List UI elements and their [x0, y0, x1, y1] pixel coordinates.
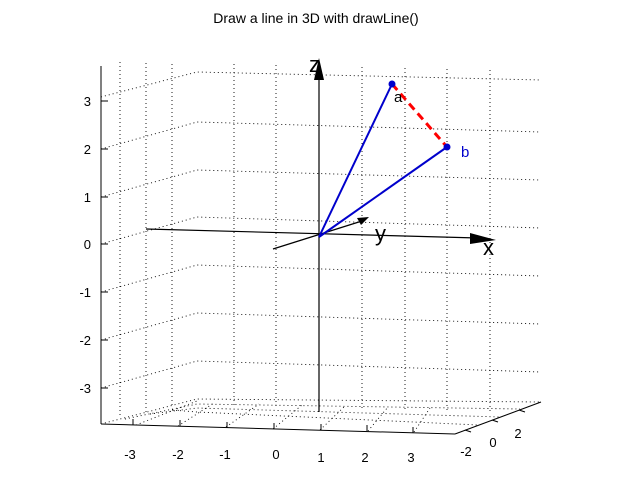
z-tick-label: -3: [79, 381, 91, 396]
x-tick-label: -2: [172, 447, 184, 462]
grid-z-1: [100, 169, 542, 198]
grid-floor-3: [149, 407, 501, 418]
y-tick-label: 0: [489, 435, 496, 450]
vector-origin-to-a: [318, 83, 393, 238]
z-tick-label: 1: [84, 190, 91, 205]
segment-a-to-b: [390, 83, 449, 148]
x-tick-label: 3: [407, 450, 414, 465]
x-axis-arrowhead: [470, 233, 496, 244]
x-ticks: -3 -2 -1 0 1 2 3: [124, 419, 415, 465]
point-b-marker: [443, 143, 451, 151]
y-ticks: -2 0 2: [460, 409, 526, 459]
grid-z-m2: [100, 312, 542, 341]
z-tick-label: 0: [84, 237, 91, 252]
y-tick-mark: [518, 409, 526, 413]
z-ticks: 3 2 1 0 -1 -2 -3: [79, 94, 108, 396]
y-tick-label: 2: [514, 426, 521, 441]
x-axis-line: [145, 228, 479, 239]
y-tick-mark: [491, 419, 499, 423]
grid-floor-diag-1: [135, 400, 198, 426]
grid-floor-4: [171, 409, 479, 426]
z-tick-label: 3: [84, 94, 91, 109]
x-tick-label: -1: [219, 447, 231, 462]
y-tick-mark: [464, 429, 472, 433]
grid-floor-diag-5: [319, 405, 346, 431]
grid-lines: [100, 62, 542, 433]
grid-floor-diag-4: [272, 404, 303, 430]
z-axis-letter: z: [309, 52, 320, 77]
box-bottom-right-edge: [454, 401, 542, 435]
box-bottom-front-edge: [100, 423, 456, 435]
z-axis-arrowhead: [314, 58, 324, 80]
vectors: a b: [318, 80, 469, 238]
y-axis-arrowhead: [357, 217, 369, 225]
chart-title: Draw a line in 3D with drawLine(): [213, 10, 418, 26]
grid-floor-2: [124, 403, 521, 420]
x-tick-label: 0: [272, 447, 279, 462]
plot-box: [100, 66, 542, 435]
y-tick-label: -2: [460, 444, 472, 459]
grid-z-2: [100, 121, 542, 150]
grid-floor-diag-6: [367, 406, 389, 432]
grid-floor-1: [100, 398, 542, 425]
point-a-marker: [388, 80, 396, 88]
grid-floor-diag-7: [413, 407, 431, 433]
axis-lines: z y x: [145, 52, 496, 412]
z-tick-label: -2: [79, 333, 91, 348]
grid-z-m1: [100, 264, 542, 293]
point-b-label: b: [461, 144, 469, 161]
grid-z-m3: [100, 360, 542, 389]
x-tick-label: -3: [124, 447, 136, 462]
grid-floor-diag-2: [177, 402, 215, 427]
vector-origin-to-b: [318, 146, 448, 238]
x-axis-letter: x: [483, 235, 494, 260]
y-axis-line: [272, 220, 363, 250]
y-axis-letter: y: [375, 221, 386, 246]
grid-floor-diag-3: [225, 403, 260, 428]
point-a-label: a: [394, 89, 403, 106]
z-tick-label: -1: [79, 285, 91, 300]
x-tick-label: 1: [317, 450, 324, 465]
grid-z-3: [100, 71, 542, 98]
z-tick-label: 2: [84, 142, 91, 157]
x-tick-label: 2: [361, 450, 368, 465]
